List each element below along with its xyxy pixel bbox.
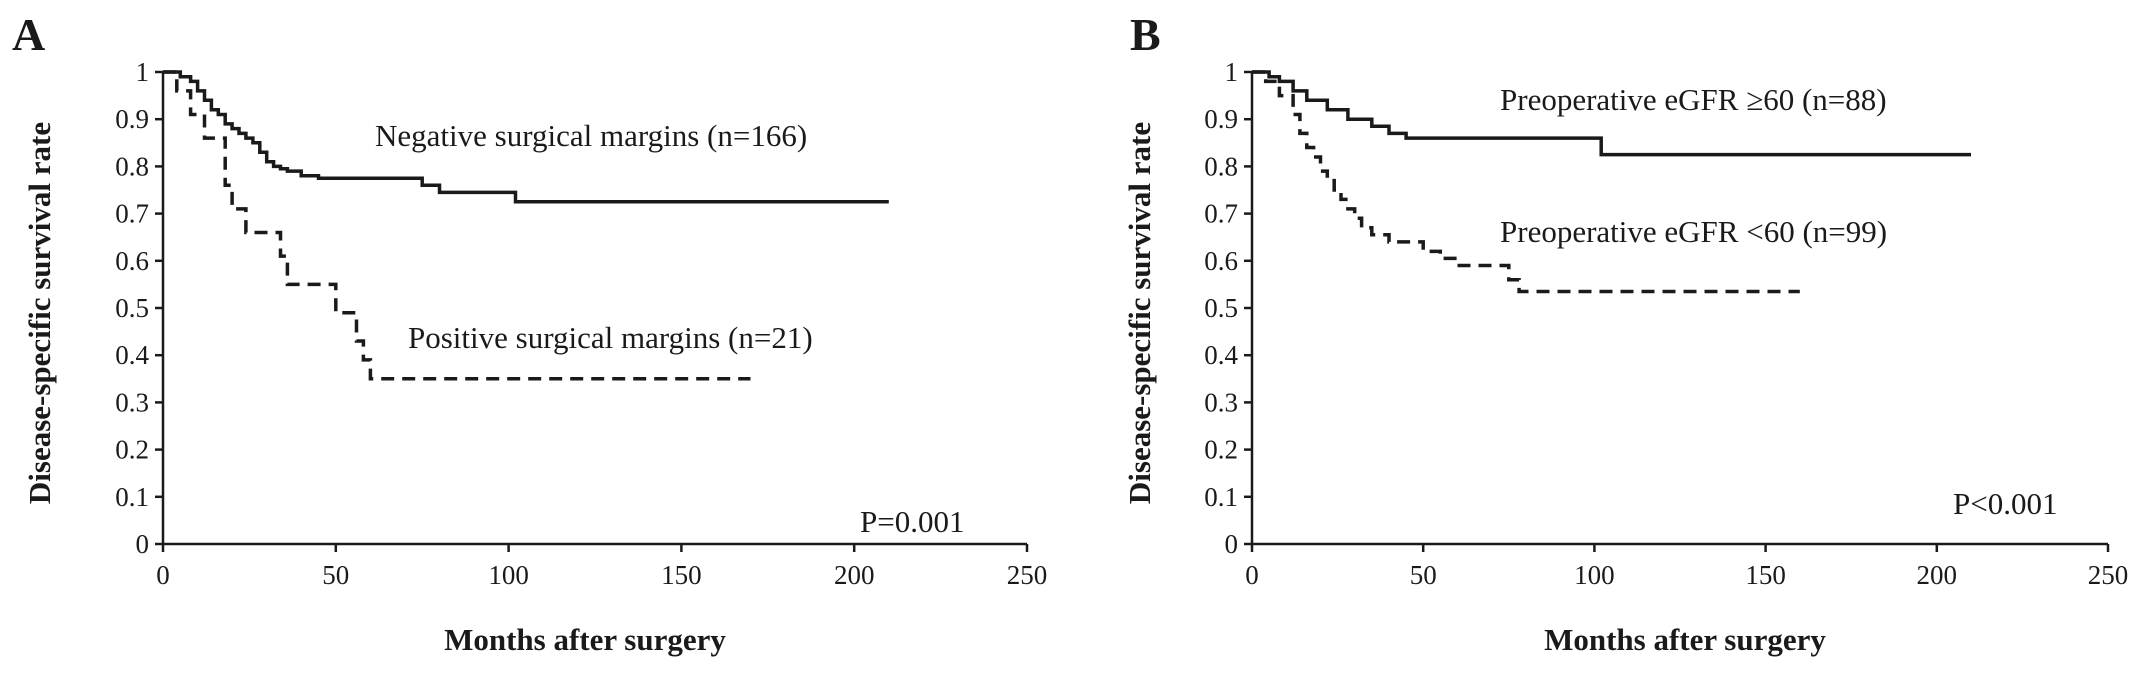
y-tick-label: 0.4: [1204, 340, 1238, 370]
y-tick-label: 0.1: [115, 482, 149, 512]
x-tick-label: 100: [488, 560, 529, 590]
x-tick-label: 50: [1410, 560, 1437, 590]
x-tick-label: 250: [2088, 560, 2129, 590]
series-label-positive-margins: Positive surgical margins (n=21): [408, 320, 813, 355]
x-tick-label: 250: [1007, 560, 1048, 590]
y-tick-label: 1: [136, 57, 150, 87]
y-tick-label: 0.4: [115, 340, 149, 370]
series-line-dashed: [1252, 70, 1800, 294]
y-tick-label: 0.2: [1204, 435, 1238, 465]
series-line-solid: [1252, 70, 1971, 157]
x-tick-label: 200: [834, 560, 875, 590]
p-value-a: P=0.001: [860, 504, 964, 539]
y-tick-label: 0.8: [1204, 151, 1238, 181]
y-axis-label: Disease-specific survival rate: [22, 122, 57, 504]
p-value-b: P<0.001: [1953, 486, 2057, 521]
x-tick-label: 150: [661, 560, 702, 590]
x-tick-label: 0: [1245, 560, 1259, 590]
x-tick-label: 150: [1745, 560, 1786, 590]
y-tick-label: 0.1: [1204, 482, 1238, 512]
y-tick-label: 0: [1225, 529, 1239, 559]
y-tick-label: 0.5: [1204, 293, 1238, 323]
y-tick-label: 0.6: [1204, 246, 1238, 276]
x-tick-label: 200: [1917, 560, 1958, 590]
x-tick-label: 50: [322, 560, 349, 590]
y-tick-label: 0.3: [115, 387, 149, 417]
x-axis-label: Months after surgery: [444, 622, 726, 657]
series-label-egfr-lt60: Preoperative eGFR <60 (n=99): [1500, 214, 1887, 249]
series-line-solid: [163, 70, 889, 204]
panel-a-marks: 0 0.1 0.2 0.3 0.4 0.5 0.6 0.7 0.8 0.9 1 0 50 100 150 20…: [115, 57, 1047, 590]
y-tick-label: 0.9: [1204, 104, 1238, 134]
y-tick-label: 0.7: [1204, 199, 1238, 229]
x-axis-label: Months after surgery: [1544, 622, 1826, 657]
y-tick-label: 0.7: [115, 199, 149, 229]
y-tick-label: 0: [136, 529, 150, 559]
x-tick-label: 0: [156, 560, 170, 590]
y-axis-label: Disease-specific survival rate: [1122, 122, 1157, 504]
panel-b-marks: 0 0.1 0.2 0.3 0.4 0.5 0.6 0.7 0.8 0.9 1 0 50 100 150 20…: [1204, 57, 2128, 590]
y-tick-label: 0.2: [115, 435, 149, 465]
panel-b: B 0 0.1 0.2 0.3 0.4 0.5 0.6 0.7 0.8 0.9 1 0 50 100 150…: [1122, 9, 2128, 657]
y-tick-label: 0.5: [115, 293, 149, 323]
x-tick-label: 100: [1574, 560, 1615, 590]
series-label-egfr-ge60: Preoperative eGFR ≥60 (n=88): [1500, 82, 1887, 117]
y-tick-label: 0.8: [115, 151, 149, 181]
panel-letter-b: B: [1130, 9, 1161, 60]
y-tick-label: 0.9: [115, 104, 149, 134]
panel-letter-a: A: [12, 9, 45, 60]
series-line-dashed: [163, 70, 751, 381]
y-tick-label: 0.3: [1204, 387, 1238, 417]
y-tick-label: 0.6: [115, 246, 149, 276]
panel-a: A 0 0.1 0.2 0.3 0.4 0.5 0.6 0.7 0.8 0.9 1 0 50 100 150…: [12, 9, 1047, 657]
y-tick-label: 1: [1225, 57, 1239, 87]
series-label-negative-margins: Negative surgical margins (n=166): [375, 118, 807, 153]
